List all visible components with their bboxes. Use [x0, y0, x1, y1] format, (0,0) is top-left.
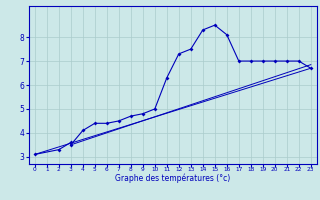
X-axis label: Graphe des températures (°c): Graphe des températures (°c): [115, 174, 230, 183]
